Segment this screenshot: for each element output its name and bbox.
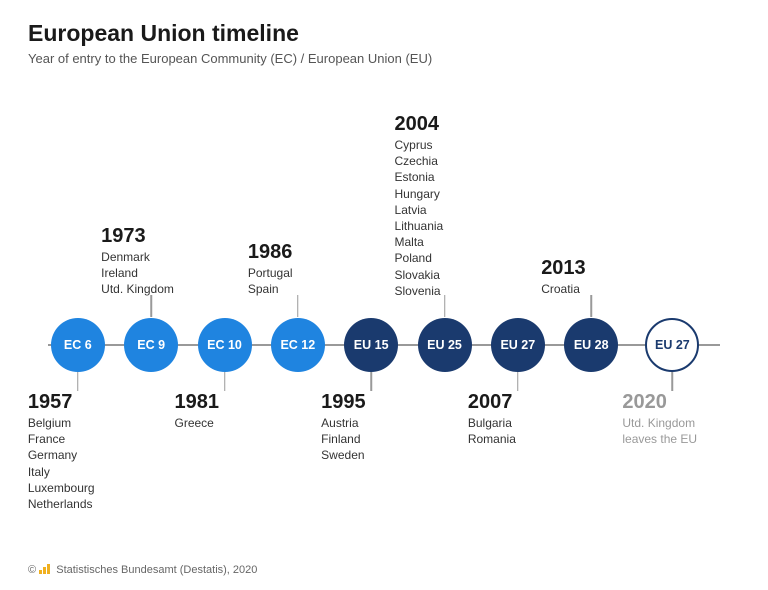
node-label: EC 10 xyxy=(207,338,242,352)
timeline-label: 1986PortugalSpain xyxy=(248,241,348,297)
connector-line xyxy=(150,295,152,317)
year-label: 2013 xyxy=(541,257,641,279)
node-label: EU 27 xyxy=(500,338,535,352)
page-title: European Union timeline xyxy=(28,20,740,47)
timeline-label: 1957BelgiumFranceGermanyItalyLuxembourgN… xyxy=(28,391,128,512)
connector-line xyxy=(224,371,226,391)
countries-list: Greece xyxy=(175,415,275,431)
countries-list: PortugalSpain xyxy=(248,265,348,297)
year-label: 1981 xyxy=(175,391,275,413)
timeline-label: 2020Utd. Kingdomleaves the EU xyxy=(622,391,722,447)
connector-line xyxy=(297,295,299,317)
page-subtitle: Year of entry to the European Community … xyxy=(28,51,740,66)
credit-text: Statistisches Bundesamt (Destatis), 2020 xyxy=(56,564,257,576)
timeline-node: EU 27 xyxy=(645,318,699,372)
connector-line xyxy=(444,295,446,317)
timeline-node: EU 28 xyxy=(564,318,618,372)
timeline-node: EU 27 xyxy=(491,318,545,372)
node-label: EC 6 xyxy=(64,338,92,352)
timeline-node: EC 9 xyxy=(124,318,178,372)
timeline-label: 1995AustriaFinlandSweden xyxy=(321,391,421,464)
timeline: EC 6 1957BelgiumFranceGermanyItalyLuxembo… xyxy=(28,76,740,516)
timeline-label: 2013Croatia xyxy=(541,257,641,297)
timeline-node: EU 25 xyxy=(418,318,472,372)
timeline-label: 1981 Greece xyxy=(175,391,275,431)
countries-list: AustriaFinlandSweden xyxy=(321,415,421,464)
timeline-node: EU 15 xyxy=(344,318,398,372)
timeline-node: EC 12 xyxy=(271,318,325,372)
year-label: 2004 xyxy=(395,113,495,135)
countries-list: DenmarkIrelandUtd. Kingdom xyxy=(101,249,201,298)
countries-list: BulgariaRomania xyxy=(468,415,568,447)
countries-list: BelgiumFranceGermanyItalyLuxembourgNethe… xyxy=(28,415,128,512)
timeline-node: EC 10 xyxy=(198,318,252,372)
year-label: 1973 xyxy=(101,225,201,247)
connector-line xyxy=(590,295,592,317)
chart-icon xyxy=(39,564,51,574)
year-label: 1986 xyxy=(248,241,348,263)
year-label: 1957 xyxy=(28,391,128,413)
countries-list: CyprusCzechiaEstoniaHungaryLatviaLithuan… xyxy=(395,137,495,299)
credit-line: © Statistisches Bundesamt (Destatis), 20… xyxy=(28,564,257,576)
year-label: 2020 xyxy=(622,391,722,413)
year-label: 1995 xyxy=(321,391,421,413)
timeline-label: 2004CyprusCzechiaEstoniaHungaryLatviaLit… xyxy=(395,113,495,299)
node-label: EC 12 xyxy=(280,338,315,352)
connector-line xyxy=(77,371,79,391)
timeline-label: 2007BulgariaRomania xyxy=(468,391,568,447)
node-label: EU 27 xyxy=(655,338,690,352)
countries-list: Utd. Kingdomleaves the EU xyxy=(622,415,722,447)
timeline-label: 1973DenmarkIrelandUtd. Kingdom xyxy=(101,225,201,298)
node-label: EU 15 xyxy=(354,338,389,352)
timeline-node: EC 6 xyxy=(51,318,105,372)
node-label: EU 25 xyxy=(427,338,462,352)
connector-line xyxy=(517,371,519,391)
connector-line xyxy=(672,371,674,391)
year-label: 2007 xyxy=(468,391,568,413)
connector-line xyxy=(370,371,372,391)
node-label: EU 28 xyxy=(574,338,609,352)
node-label: EC 9 xyxy=(137,338,165,352)
